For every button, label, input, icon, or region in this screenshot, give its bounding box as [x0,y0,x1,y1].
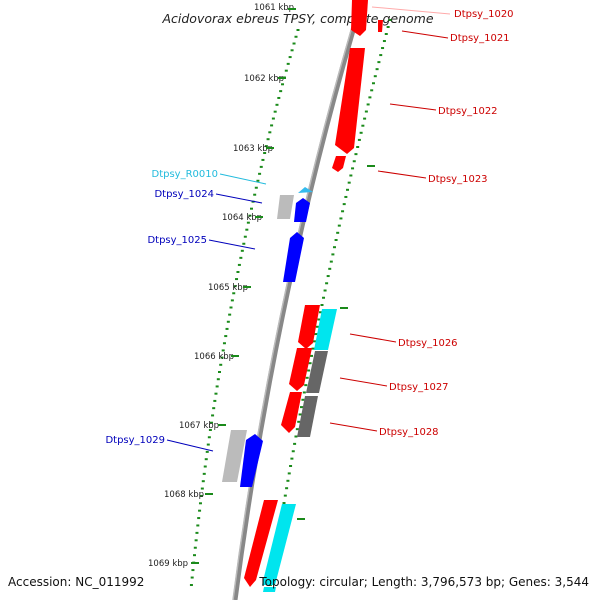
gene-label[interactable]: Dtpsy_1025 [147,235,207,246]
gene-dtpsy-1020[interactable] [351,0,368,36]
gene-label[interactable]: Dtpsy_1020 [454,9,514,20]
genome-backbone [232,0,365,600]
gene-label[interactable]: Dtpsy_1022 [438,106,498,117]
gene-label[interactable]: Dtpsy_R0010 [152,169,219,180]
gene-dtpsy-1029[interactable] [240,434,263,487]
gene-label[interactable]: Dtpsy_1024 [154,189,214,200]
scale-labels: 1061 kbp 1062 kbp 1063 kbp 1064 kbp 1065… [148,3,294,569]
kbp-label: 1061 kbp [254,3,294,13]
topology-text: Topology: circular; Length: 3,796,573 bp… [258,575,589,589]
cds-dtpsy-1028[interactable] [297,396,318,437]
reverse-genes [222,187,313,487]
kbp-label: 1066 kbp [194,352,234,362]
forward-genes [244,0,383,587]
gene-label[interactable]: Dtpsy_1026 [398,338,458,349]
kbp-label: 1068 kbp [164,490,204,500]
cds-forward-tail [263,587,276,592]
rna-dtpsy-r0010[interactable] [298,187,313,193]
gene-forward-lower[interactable] [244,500,278,587]
kbp-label: 1064 kbp [222,213,262,223]
gene-label[interactable]: Dtpsy_1028 [379,427,439,438]
cds-dtpsy-1027[interactable] [306,351,328,393]
gene-dtpsy-1025[interactable] [283,232,304,282]
cds-track [262,309,337,592]
map-title: Acidovorax ebreus TPSY, complete genome [161,11,433,26]
gene-label[interactable]: Dtpsy_1029 [105,435,165,446]
cds-dtpsy-1024[interactable] [277,195,294,219]
gene-labels: Dtpsy_1020 Dtpsy_1021 Dtpsy_1022 Dtpsy_1… [105,9,513,446]
accession-text: Accession: NC_011992 [8,575,144,589]
gene-dtpsy-1026[interactable] [298,305,320,349]
gene-label[interactable]: Dtpsy_1021 [450,33,510,44]
leader-lines [166,6,451,452]
kbp-label: 1063 kbp [233,144,273,154]
backbone-highlight [232,0,361,600]
cds-forward-lower[interactable] [262,504,296,585]
kbp-label: 1065 kbp [208,283,248,293]
kbp-label: 1067 kbp [179,421,219,431]
gene-dtpsy-1021[interactable] [378,20,383,32]
gene-dtpsy-1022[interactable] [335,48,365,154]
ruler-tracks [189,19,392,587]
gene-dtpsy-1023[interactable] [332,156,346,172]
cds-dtpsy-1029[interactable] [222,430,247,482]
cds-dtpsy-1026[interactable] [314,309,337,350]
gene-label[interactable]: Dtpsy_1023 [428,174,488,185]
gene-dtpsy-1027[interactable] [289,348,312,391]
kbp-label: 1062 kbp [244,74,284,84]
gene-dtpsy-1024[interactable] [294,198,310,222]
kbp-label: 1069 kbp [148,559,188,569]
major-ticks [191,8,375,564]
gene-dtpsy-1028[interactable] [281,392,302,433]
gene-label[interactable]: Dtpsy_1027 [389,382,449,393]
